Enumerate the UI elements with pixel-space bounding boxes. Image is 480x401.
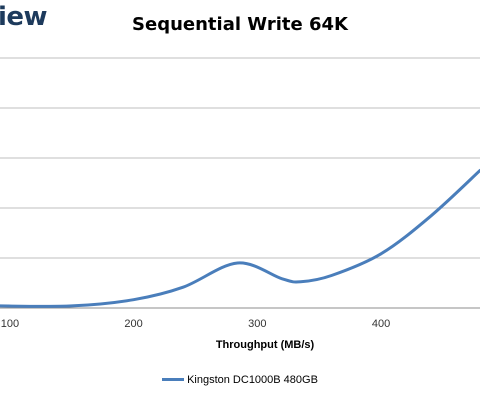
chart-title: Sequential Write 64K bbox=[132, 14, 348, 35]
x-tick-labels: 100 200 300 400 bbox=[1, 318, 390, 330]
series-line-kingston bbox=[0, 169, 480, 308]
brand-logo-fragment: iew bbox=[0, 2, 48, 32]
x-axis-title: Throughput (MB/s) bbox=[216, 339, 315, 351]
x-tick-label: 200 bbox=[124, 318, 142, 330]
x-tick-label: 300 bbox=[248, 318, 266, 330]
legend-label: Kingston DC1000B 480GB bbox=[187, 374, 318, 386]
x-tick-label: 400 bbox=[372, 318, 390, 330]
legend-swatch bbox=[162, 377, 185, 381]
gridlines bbox=[0, 57, 480, 309]
legend: Kingston DC1000B 480GB bbox=[0, 374, 480, 386]
x-tick-label: 100 bbox=[1, 318, 19, 330]
